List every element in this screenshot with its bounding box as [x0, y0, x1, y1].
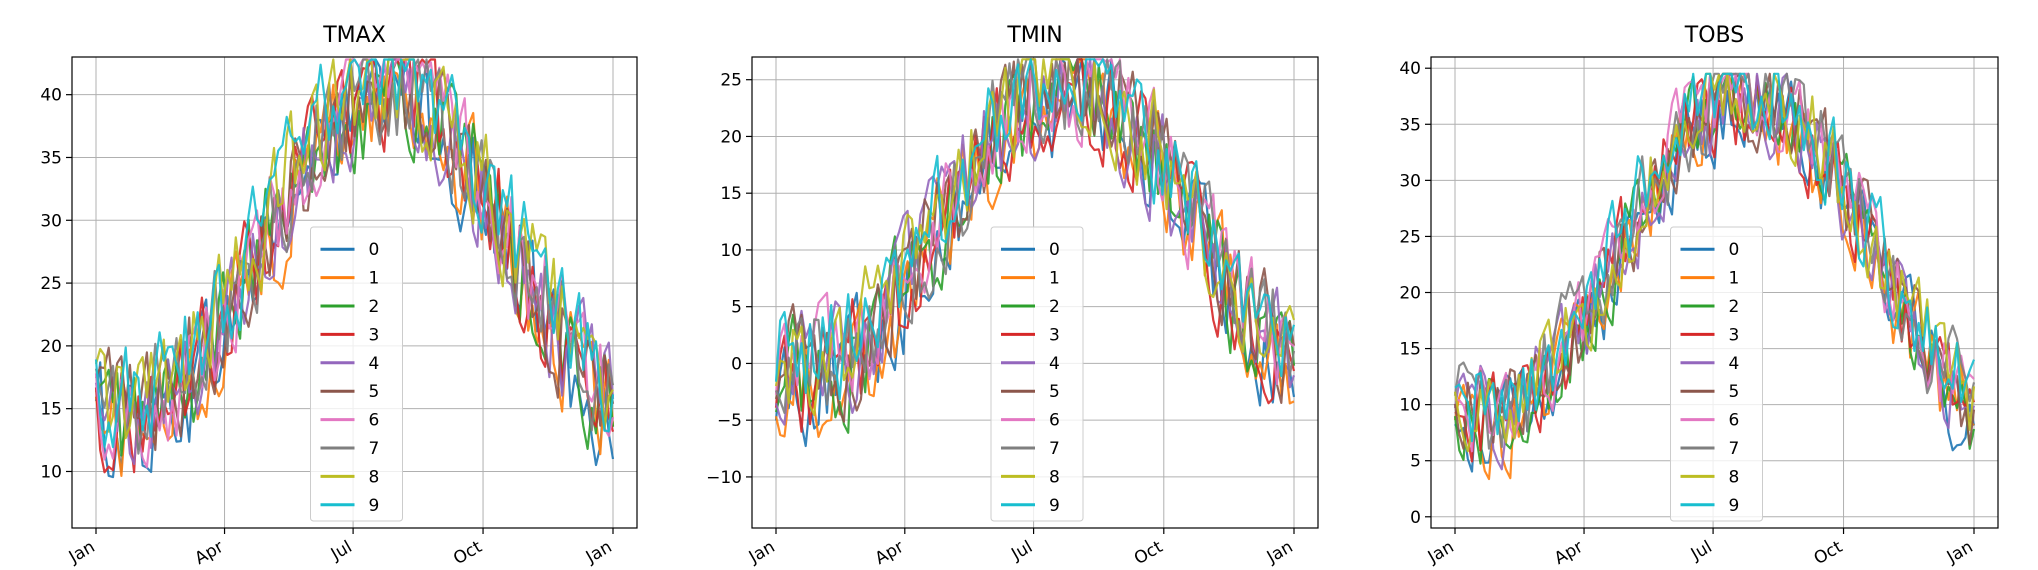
y-tick-label: 30 [40, 211, 62, 231]
series-lines [774, 58, 1296, 448]
x-tick-label: Jan [582, 537, 616, 568]
legend-label-3: 3 [369, 325, 380, 345]
y-tick-label: 25 [1399, 227, 1421, 247]
x-tick-label: Jan [65, 537, 99, 568]
series-line-7 [774, 58, 1296, 414]
y-tick-label: 35 [1399, 115, 1421, 135]
x-tick-label: Jan [1943, 537, 1977, 568]
legend-label-6: 6 [1729, 411, 1740, 431]
legend-label-2: 2 [369, 297, 380, 317]
series-lines [1453, 72, 1976, 481]
y-tick-label: 0 [731, 354, 742, 374]
y-tick-label: 20 [720, 127, 742, 147]
axes-frame [751, 56, 1319, 529]
series-line-7 [94, 58, 615, 455]
x-tick-label: Apr [1551, 537, 1586, 569]
chart-title: TMIN [1006, 23, 1062, 48]
y-tick-label: 10 [1399, 396, 1421, 416]
legend-label-5: 5 [369, 382, 380, 402]
y-tick-label: 15 [720, 184, 742, 204]
legend-label-5: 5 [1049, 382, 1060, 402]
y-tick-label: 15 [40, 400, 62, 420]
legend-label-9: 9 [369, 496, 380, 516]
subplot-tobs: 0 5 10 15 20 25 30 35 40 Jan Apr Jul Oct Jan TOBS 0 1 2 3 4… [1399, 23, 1999, 569]
y-tick-label: 0 [1410, 508, 1421, 528]
y-tick-label: 35 [40, 148, 62, 168]
legend-label-6: 6 [369, 411, 380, 431]
subplot-tmax: 10 15 20 25 30 35 40 Jan Apr Jul Oct Jan TMAX 0 1 2 3 4 5 6… [40, 23, 638, 569]
x-tick-label: Oct [1131, 537, 1167, 569]
y-tick-label: 20 [1399, 284, 1421, 304]
legend-label-4: 4 [1049, 354, 1060, 374]
y-tick-label: 25 [40, 274, 62, 294]
y-tick-label: 5 [1410, 452, 1421, 472]
y-tick-label: −10 [706, 468, 742, 488]
legend-label-1: 1 [1049, 269, 1060, 289]
legend-label-1: 1 [369, 269, 380, 289]
x-tick-label: Jan [745, 537, 779, 568]
y-tick-label: −5 [717, 411, 742, 431]
series-line-3 [774, 58, 1296, 433]
legend-label-0: 0 [1729, 240, 1740, 260]
y-tick-label: 10 [720, 241, 742, 261]
y-tick-label: 40 [1399, 59, 1421, 79]
series-line-9 [774, 58, 1296, 401]
legend-label-0: 0 [1049, 240, 1060, 260]
legend-label-4: 4 [1729, 354, 1740, 374]
legend: 0 1 2 3 4 5 6 7 8 9 [310, 226, 403, 522]
series-line-4 [774, 58, 1296, 426]
x-tick-label: Apr [872, 537, 907, 569]
series-line-9 [94, 58, 615, 449]
series-lines [94, 58, 615, 479]
legend-label-4: 4 [369, 354, 380, 374]
legend-label-8: 8 [1729, 467, 1740, 487]
legend-label-6: 6 [1049, 411, 1060, 431]
legend-label-9: 9 [1049, 496, 1060, 516]
y-tick-label: 10 [40, 462, 62, 482]
x-tick-label: Jul [1687, 537, 1716, 565]
x-tick-label: Oct [450, 537, 486, 569]
legend-label-7: 7 [1729, 439, 1740, 459]
subplot-tmin: −10 −5 0 5 10 15 20 25 Jan Apr Jul Oct Jan TMIN 0 1 2 3 4 5… [706, 23, 1319, 569]
legend-label-5: 5 [1729, 382, 1740, 402]
x-tick-label: Jul [1007, 537, 1036, 565]
x-tick-label: Jan [1424, 537, 1458, 568]
x-tick-label: Oct [1811, 537, 1847, 569]
legend-label-7: 7 [1049, 439, 1060, 459]
y-tick-label: 20 [40, 337, 62, 357]
series-line-8 [774, 58, 1296, 416]
y-tick-label: 5 [731, 298, 742, 318]
legend-label-8: 8 [1049, 467, 1060, 487]
x-tick-label: Jan [1263, 537, 1297, 568]
y-tick-label: 15 [1399, 340, 1421, 360]
legend-label-2: 2 [1049, 297, 1060, 317]
series-line-9 [1454, 72, 1976, 443]
legend-label-3: 3 [1729, 325, 1740, 345]
legend-label-2: 2 [1729, 297, 1740, 317]
x-tick-label: Apr [192, 537, 227, 569]
chart-title: TOBS [1684, 23, 1744, 48]
y-tick-label: 40 [40, 86, 62, 106]
y-tick-label: 25 [720, 71, 742, 91]
legend-label-9: 9 [1729, 496, 1740, 516]
axes-frame [71, 56, 638, 529]
legend: 0 1 2 3 4 5 6 7 8 9 [1670, 226, 1763, 522]
chart-title: TMAX [322, 23, 386, 48]
legend-label-3: 3 [1049, 325, 1060, 345]
legend-label-8: 8 [369, 467, 380, 487]
legend-label-1: 1 [1729, 269, 1740, 289]
legend-label-7: 7 [369, 439, 380, 459]
series-line-8 [1453, 72, 1976, 453]
x-tick-label: Jul [327, 537, 356, 565]
y-tick-label: 30 [1399, 171, 1421, 191]
legend-label-0: 0 [369, 240, 380, 260]
legend: 0 1 2 3 4 5 6 7 8 9 [990, 226, 1084, 522]
